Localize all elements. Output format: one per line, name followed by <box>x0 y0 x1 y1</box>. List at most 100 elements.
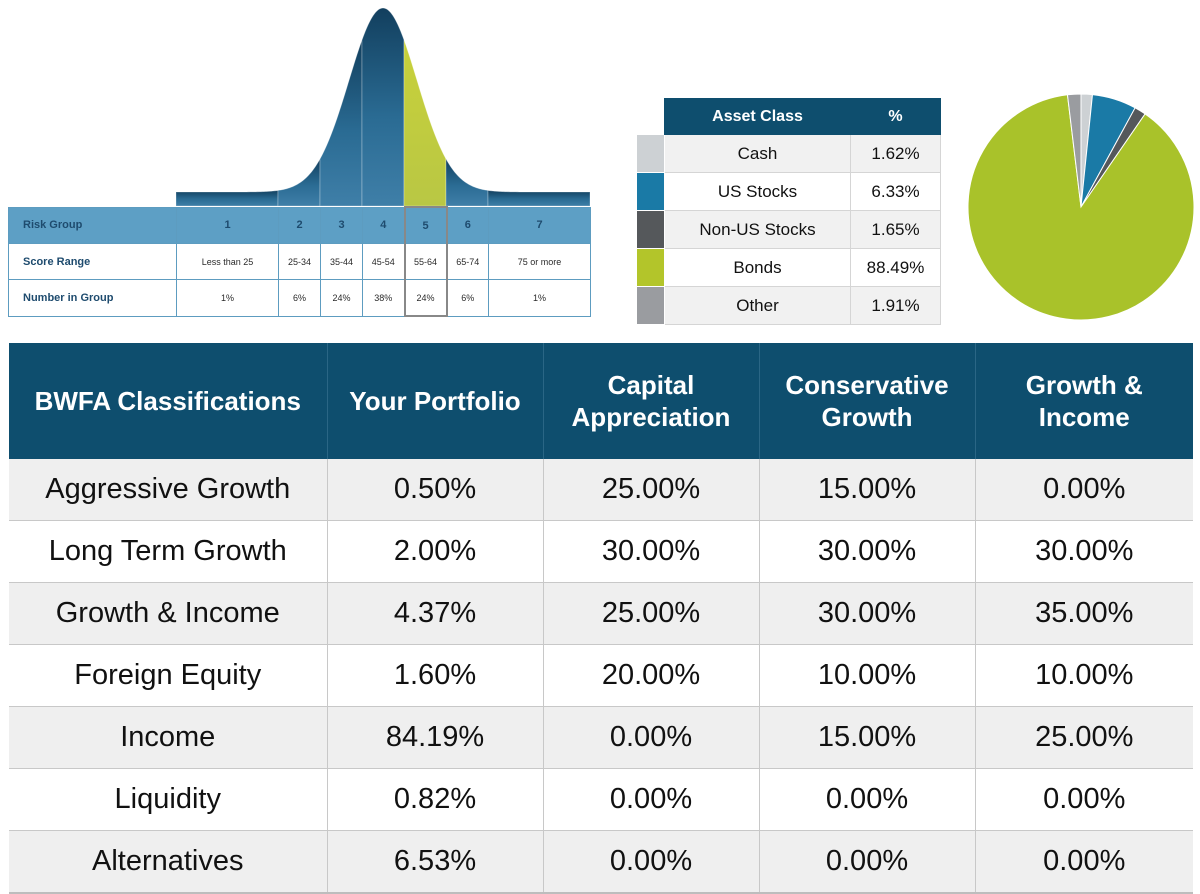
table-row: Income 84.19% 0.00% 15.00% 25.00% <box>9 706 1193 769</box>
number-in-group-2: 6% <box>278 279 321 317</box>
risk-group-1: 1 <box>176 206 279 244</box>
header-conservative-growth: Conservative Growth <box>759 343 976 459</box>
table-row: Alternatives 6.53% 0.00% 0.00% 0.00% <box>9 830 1193 894</box>
asset-label: Non-US Stocks <box>664 210 851 249</box>
number-in-group-row: Number in Group 1% 6% 24% 38% 24% 6% 1% <box>8 279 591 317</box>
classification-label: Aggressive Growth <box>9 459 328 521</box>
asset-class-table: Asset Class % Cash 1.62% US Stocks 6.33% Non… <box>636 98 941 325</box>
classification-label: Growth & Income <box>9 582 328 645</box>
score-range-1: Less than 25 <box>176 243 279 280</box>
swatch-header <box>636 98 665 135</box>
table-cell: 84.19% <box>327 706 544 769</box>
asset-value: 1.91% <box>850 286 941 325</box>
score-range-3: 35-44 <box>320 243 363 280</box>
score-range-5: 55-64 <box>403 243 448 280</box>
table-cell: 0.00% <box>975 768 1193 831</box>
table-cell: 30.00% <box>975 520 1193 583</box>
asset-label: Cash <box>664 134 851 173</box>
table-cell: 0.00% <box>759 768 976 831</box>
table-cell: 0.00% <box>543 706 760 769</box>
score-range-4: 45-54 <box>362 243 405 280</box>
table-cell: 25.00% <box>543 459 760 521</box>
table-cell: 0.50% <box>327 459 544 521</box>
asset-label: Other <box>664 286 851 325</box>
table-cell: 6.53% <box>327 830 544 894</box>
number-in-group-4: 38% <box>362 279 405 317</box>
asset-class-header: Asset Class % <box>636 98 941 135</box>
pie-slice-bonds <box>967 94 1195 321</box>
table-cell: 10.00% <box>759 644 976 707</box>
bell-segment-7 <box>487 189 591 207</box>
header-capital-appreciation: Capital Appreciation <box>543 343 760 459</box>
header-bwfa-classifications: BWFA Classifications <box>9 343 328 459</box>
score-range-7: 75 or more <box>488 243 591 280</box>
score-range-2: 25-34 <box>278 243 321 280</box>
score-range-label: Score Range <box>8 243 177 280</box>
classification-label: Long Term Growth <box>9 520 328 583</box>
risk-group-3: 3 <box>320 206 363 244</box>
table-cell: 0.00% <box>759 830 976 894</box>
legend-swatch <box>636 172 665 211</box>
table-row: Aggressive Growth 0.50% 25.00% 15.00% 0.00% <box>9 459 1193 521</box>
score-range-row: Score Range Less than 25 25-34 35-44 45-… <box>8 243 591 280</box>
number-in-group-label: Number in Group <box>8 279 177 317</box>
bell-segment-6 <box>445 157 489 207</box>
bell-segment-3 <box>319 39 363 207</box>
pie-slice-other <box>1066 93 1082 208</box>
classification-label: Income <box>9 706 328 769</box>
risk-group-label: Risk Group <box>8 206 177 244</box>
classification-label: Alternatives <box>9 830 328 894</box>
legend-swatch <box>636 210 665 249</box>
risk-group-2: 2 <box>278 206 321 244</box>
bell-segment-1 <box>175 189 279 207</box>
bwfa-classifications-table: BWFA Classifications Your Portfolio Capi… <box>9 343 1193 894</box>
table-row: Growth & Income 4.37% 25.00% 30.00% 35.00% <box>9 582 1193 645</box>
asset-percent-header-label: % <box>850 98 941 135</box>
asset-value: 88.49% <box>850 248 941 287</box>
table-cell: 1.60% <box>327 644 544 707</box>
table-cell: 2.00% <box>327 520 544 583</box>
classifications-header-row: BWFA Classifications Your Portfolio Capi… <box>9 343 1193 459</box>
legend-swatch <box>636 286 665 325</box>
bell-segment-5 <box>403 39 447 207</box>
table-cell: 0.00% <box>543 768 760 831</box>
table-cell: 30.00% <box>759 520 976 583</box>
table-cell: 10.00% <box>975 644 1193 707</box>
bell-segment-4 <box>361 7 405 207</box>
number-in-group-7: 1% <box>488 279 591 317</box>
risk-group-5: 5 <box>403 206 448 244</box>
table-cell: 0.00% <box>543 830 760 894</box>
asset-row: Non-US Stocks 1.65% <box>636 210 941 249</box>
table-cell: 0.00% <box>975 459 1193 521</box>
classification-label: Foreign Equity <box>9 644 328 707</box>
table-cell: 0.82% <box>327 768 544 831</box>
number-in-group-1: 1% <box>176 279 279 317</box>
risk-group-row: Risk Group 1 2 3 4 5 6 7 <box>8 206 591 244</box>
table-cell: 35.00% <box>975 582 1193 645</box>
risk-bell-curve <box>175 7 591 207</box>
classification-label: Liquidity <box>9 768 328 831</box>
asset-row: US Stocks 6.33% <box>636 172 941 211</box>
table-row: Long Term Growth 2.00% 30.00% 30.00% 30.00% <box>9 520 1193 583</box>
asset-value: 6.33% <box>850 172 941 211</box>
asset-value: 1.65% <box>850 210 941 249</box>
legend-swatch <box>636 134 665 173</box>
asset-class-header-label: Asset Class <box>664 98 851 135</box>
asset-value: 1.62% <box>850 134 941 173</box>
risk-group-6: 6 <box>446 206 489 244</box>
asset-row: Cash 1.62% <box>636 134 941 173</box>
number-in-group-3: 24% <box>320 279 363 317</box>
table-cell: 15.00% <box>759 706 976 769</box>
table-row: Liquidity 0.82% 0.00% 0.00% 0.00% <box>9 768 1193 831</box>
asset-pie-chart <box>967 93 1195 321</box>
table-cell: 30.00% <box>759 582 976 645</box>
table-cell: 15.00% <box>759 459 976 521</box>
risk-group-table: Risk Group 1 2 3 4 5 6 7 Score Range Les… <box>8 206 591 317</box>
table-cell: 30.00% <box>543 520 760 583</box>
table-cell: 4.37% <box>327 582 544 645</box>
header-growth-income: Growth & Income <box>975 343 1193 459</box>
table-cell: 25.00% <box>543 582 760 645</box>
risk-group-4: 4 <box>362 206 405 244</box>
table-cell: 20.00% <box>543 644 760 707</box>
table-cell: 25.00% <box>975 706 1193 769</box>
